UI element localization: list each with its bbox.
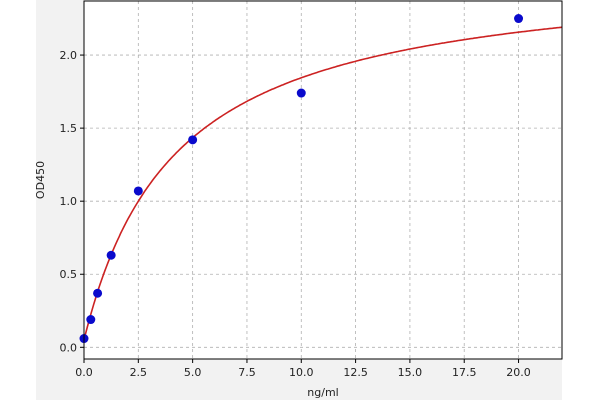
- x-tick-label: 0.0: [75, 366, 93, 379]
- y-tick-label: 1.0: [60, 195, 78, 208]
- data-point: [86, 315, 96, 325]
- x-axis-label: ng/ml: [307, 386, 338, 399]
- y-axis-label: OD450: [34, 161, 47, 199]
- fit-curve-line: [83, 26, 563, 341]
- x-tick-label: 2.5: [130, 366, 148, 379]
- x-tick-label: 20.0: [506, 366, 531, 379]
- x-tick-label: 15.0: [398, 366, 423, 379]
- x-tick-label: 5.0: [184, 366, 202, 379]
- plot-area: [84, 1, 562, 359]
- data-point: [106, 250, 116, 260]
- x-tick-label: 7.5: [238, 366, 256, 379]
- x-tick-label: 12.5: [343, 366, 368, 379]
- data-point: [93, 288, 103, 298]
- y-tick-label: 0.0: [60, 341, 78, 354]
- data-point: [188, 135, 198, 145]
- data-point: [514, 14, 524, 24]
- x-tick-label: 17.5: [452, 366, 477, 379]
- plot-frame: [83, 0, 563, 360]
- y-tick-label: 0.5: [60, 268, 78, 281]
- data-point: [296, 88, 306, 98]
- y-tick-label: 1.5: [60, 122, 78, 135]
- y-tick-label: 2.0: [60, 49, 78, 62]
- data-point: [133, 186, 143, 196]
- x-tick-label: 10.0: [289, 366, 314, 379]
